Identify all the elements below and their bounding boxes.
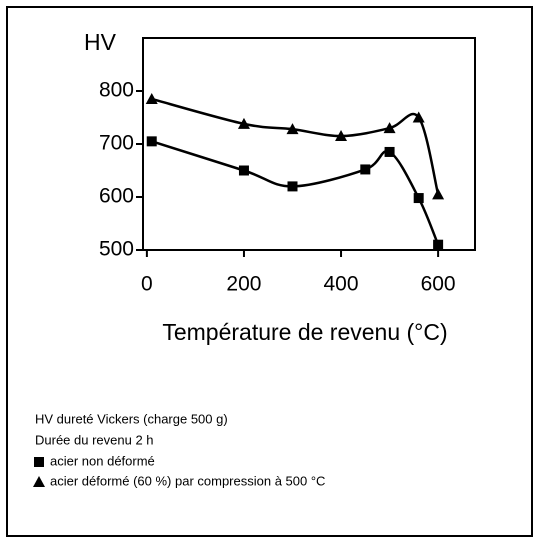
x-axis-label: Température de revenu (°C) xyxy=(162,319,447,345)
marker xyxy=(145,92,158,104)
legend-marker xyxy=(33,476,45,487)
y-axis-label: HV xyxy=(84,29,117,55)
plot-area xyxy=(142,37,476,251)
legend-label: acier déformé (60 %) par compression à 5… xyxy=(50,473,325,488)
x-tick-label: 0 xyxy=(141,273,153,296)
marker xyxy=(383,122,396,134)
series-line xyxy=(151,140,440,246)
marker xyxy=(412,111,425,123)
y-tick-label: 500 xyxy=(99,238,134,261)
note: Durée du revenu 2 h xyxy=(35,432,154,447)
marker xyxy=(237,117,250,129)
marker xyxy=(238,165,249,176)
frame xyxy=(6,6,533,537)
x-tick-label: 400 xyxy=(324,273,359,296)
marker xyxy=(287,181,298,192)
marker xyxy=(384,146,395,157)
y-tick-label: 800 xyxy=(99,79,134,102)
marker xyxy=(146,136,157,147)
legend-label: acier non déformé xyxy=(50,453,155,468)
marker xyxy=(286,123,299,135)
x-tick-label: 600 xyxy=(421,273,456,296)
marker xyxy=(360,164,371,175)
note: HV dureté Vickers (charge 500 g) xyxy=(35,411,228,426)
marker xyxy=(432,188,445,200)
marker xyxy=(335,130,348,142)
legend-marker xyxy=(34,457,44,467)
x-tick-label: 200 xyxy=(226,273,261,296)
marker xyxy=(413,193,424,204)
y-tick-label: 600 xyxy=(99,185,134,208)
y-tick-label: 700 xyxy=(99,132,134,155)
series-line xyxy=(151,97,440,195)
marker xyxy=(433,239,444,250)
